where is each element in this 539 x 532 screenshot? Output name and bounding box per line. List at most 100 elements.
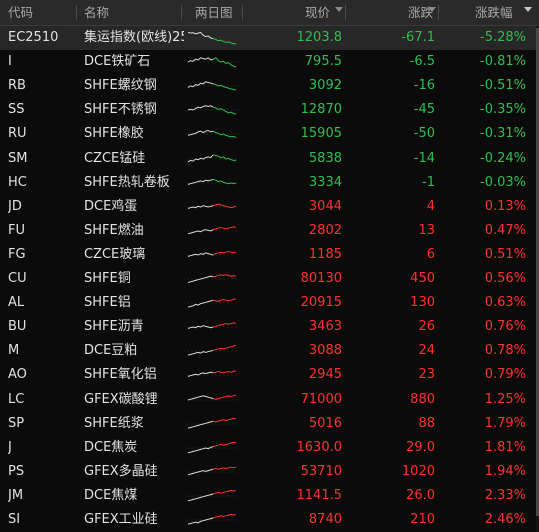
scrollbar[interactable] (536, 26, 539, 532)
row-change: -6.5 (409, 54, 435, 70)
row-change: 210 (410, 512, 435, 527)
row-code: FG (8, 246, 26, 262)
row-name: SHFE沥青 (84, 319, 144, 335)
two-day-sparkline (187, 178, 237, 185)
row-price: 3044 (308, 198, 342, 214)
table-row[interactable]: LC GFEX碳酸锂 71000 880 1.25% (0, 388, 539, 412)
row-pct-change: 0.56% (484, 271, 526, 286)
row-change: 23 (418, 367, 435, 383)
row-code: HC (8, 174, 27, 190)
row-change: 24 (418, 343, 435, 359)
row-name: SHFE热轧卷板 (84, 174, 170, 190)
row-code: AL (8, 295, 25, 311)
row-name: SHFE螺纹钢 (84, 78, 157, 94)
row-code: SM (8, 150, 28, 166)
row-price: 2945 (308, 367, 342, 383)
row-name: SHFE橡胶 (84, 126, 144, 142)
row-pct-change: 2.33% (484, 487, 526, 503)
row-pct-change: 1.79% (484, 415, 526, 431)
table-row[interactable]: SI GFEX工业硅 8740 210 2.46% (0, 508, 539, 532)
row-price: 3088 (308, 343, 342, 359)
row-code: RB (8, 78, 26, 94)
row-name: CZCE玻璃 (84, 246, 146, 262)
row-change: 26.0 (406, 487, 435, 503)
two-day-sparkline (187, 57, 237, 68)
sort-arrow-icon[interactable] (335, 7, 343, 12)
row-code: SS (8, 102, 25, 118)
row-pct-change: -0.24% (480, 150, 526, 166)
table-row[interactable]: J DCE焦炭 1630.0 29.0 1.81% (0, 436, 539, 460)
table-row[interactable]: FG CZCE玻璃 1185 6 0.51% (0, 243, 539, 267)
row-code: SP (8, 415, 25, 431)
row-name: DCE鸡蛋 (84, 198, 138, 214)
table-row[interactable]: AL SHFE铝 20915 130 0.63% (0, 291, 539, 315)
table-row[interactable]: FU SHFE燃油 2802 13 0.47% (0, 219, 539, 243)
column-separator[interactable] (438, 5, 439, 20)
row-change: 29.0 (406, 439, 435, 455)
header-two-day-chart[interactable]: 两日图 (195, 5, 233, 20)
row-change: 130 (410, 295, 435, 311)
row-pct-change: 0.47% (484, 222, 526, 238)
row-code: RU (8, 126, 27, 142)
row-change: 450 (410, 271, 435, 286)
row-change: 88 (418, 415, 435, 431)
row-change: 4 (426, 198, 435, 214)
scrollbar-thumb[interactable] (536, 28, 539, 516)
header-pct-change[interactable]: 涨跌幅 (475, 5, 513, 20)
two-day-sparkline (187, 274, 237, 283)
row-name: DCE焦炭 (84, 439, 138, 455)
row-price: 8740 (308, 512, 342, 527)
row-price: 15905 (300, 126, 342, 142)
row-code: BU (8, 319, 27, 335)
two-day-sparkline (187, 298, 237, 308)
table-row[interactable]: JD DCE鸡蛋 3044 4 0.13% (0, 195, 539, 219)
row-price: 795.5 (304, 54, 342, 70)
row-name: SHFE燃油 (84, 222, 144, 238)
header-price[interactable]: 现价 (305, 5, 331, 20)
row-code: M (8, 343, 20, 359)
table-row[interactable]: SP SHFE纸浆 5016 88 1.79% (0, 412, 539, 436)
row-price: 1141.5 (296, 487, 343, 503)
table-row[interactable]: SM CZCE锰硅 5838 -14 -0.24% (0, 147, 539, 171)
row-change: 6 (426, 246, 435, 262)
two-day-sparkline (187, 345, 237, 356)
sort-descending-icon[interactable] (524, 7, 532, 12)
row-price: 3463 (308, 319, 342, 335)
table-row[interactable]: RB SHFE螺纹钢 3092 -16 -0.51% (0, 74, 539, 98)
two-day-sparkline (187, 105, 237, 115)
two-day-sparkline (187, 441, 237, 454)
table-row[interactable]: AO SHFE氧化铝 2945 23 0.79% (0, 363, 539, 387)
table-row[interactable]: JM DCE焦煤 1141.5 26.0 2.33% (0, 484, 539, 508)
row-pct-change: 0.51% (484, 246, 526, 262)
table-row[interactable]: PS GFEX多晶硅 53710 1020 1.94% (0, 460, 539, 484)
row-change: 26 (418, 319, 435, 335)
table-row[interactable]: CU SHFE铜 80130 450 0.56% (0, 267, 539, 291)
column-separator[interactable] (181, 5, 182, 20)
table-row[interactable]: SS SHFE不锈钢 12870 -45 -0.35% (0, 98, 539, 122)
two-day-sparkline (187, 250, 237, 257)
row-pct-change: 0.79% (484, 367, 526, 383)
header-name[interactable]: 名称 (84, 5, 110, 20)
table-row[interactable]: I DCE铁矿石 795.5 -6.5 -0.81% (0, 50, 539, 74)
column-separator[interactable] (76, 5, 77, 20)
table-row[interactable]: HC SHFE热轧卷板 3334 -1 -0.03% (0, 171, 539, 195)
table-row[interactable]: M DCE豆粕 3088 24 0.78% (0, 339, 539, 363)
header-change[interactable]: 涨跌 (408, 5, 434, 20)
row-price: 20915 (300, 295, 342, 311)
table-row[interactable]: EC2510 集运指数(欧线)25 1203.8 -67.1 -5.28% (0, 26, 539, 50)
table-row[interactable]: BU SHFE沥青 3463 26 0.76% (0, 315, 539, 339)
row-price: 80130 (300, 271, 342, 286)
row-change: 1020 (401, 463, 435, 479)
row-pct-change: 0.63% (484, 295, 526, 311)
two-day-sparkline (187, 226, 237, 235)
table-row[interactable]: RU SHFE橡胶 15905 -50 -0.31% (0, 122, 539, 146)
row-name: SHFE铜 (84, 271, 131, 286)
row-name: DCE豆粕 (84, 343, 138, 359)
header-code[interactable]: 代码 (8, 5, 34, 20)
sort-arrow-icon[interactable] (428, 7, 436, 12)
column-separator[interactable] (242, 5, 243, 20)
row-code: SI (8, 512, 21, 527)
row-name: SHFE氧化铝 (84, 367, 157, 383)
column-separator[interactable] (345, 5, 346, 20)
